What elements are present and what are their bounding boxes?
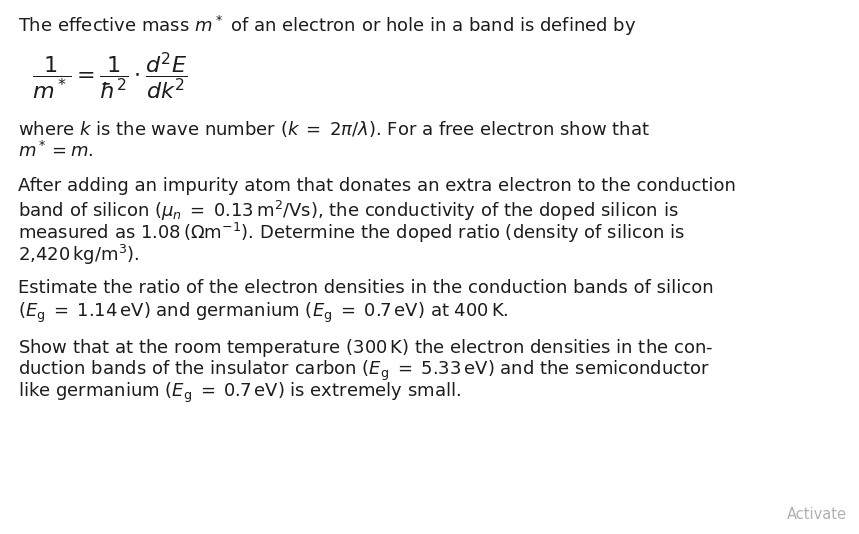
- Text: like germanium ($E_\mathrm{g}\;=\;0.7\,\mathrm{eV}$) is extremely small.: like germanium ($E_\mathrm{g}\;=\;0.7\,\…: [18, 381, 460, 405]
- Text: Show that at the room temperature ($300\,\mathrm{K}$) the electron densities in : Show that at the room temperature ($300\…: [18, 337, 713, 359]
- Text: The effective mass $m^*$ of an electron or hole in a band is defined by: The effective mass $m^*$ of an electron …: [18, 14, 637, 38]
- Text: band of silicon ($\mu_n\;=\;0.13\,\mathrm{m^2/Vs}$), the conductivity of the dop: band of silicon ($\mu_n\;=\;0.13\,\mathr…: [18, 199, 679, 223]
- Text: $2{,}420\,\mathrm{kg/m^3}$).: $2{,}420\,\mathrm{kg/m^3}$).: [18, 243, 139, 267]
- Text: measured as $1.08\,(\Omega\mathrm{m}^{-1})$. Determine the doped ratio (density : measured as $1.08\,(\Omega\mathrm{m}^{-1…: [18, 221, 685, 245]
- Text: where $k$ is the wave number ($k\;=\;2\pi/\lambda$). For a free electron show th: where $k$ is the wave number ($k\;=\;2\p…: [18, 119, 649, 139]
- Text: ($E_\mathrm{g}\;=\;1.14\,\mathrm{eV}$) and germanium ($E_\mathrm{g}\;=\;0.7\,\ma: ($E_\mathrm{g}\;=\;1.14\,\mathrm{eV}$) a…: [18, 301, 509, 325]
- Text: $\dfrac{1}{m^*} = \dfrac{1}{\hbar^2} \cdot \dfrac{d^2E}{dk^2}$: $\dfrac{1}{m^*} = \dfrac{1}{\hbar^2} \cd…: [32, 50, 187, 102]
- Text: $m^* = m.$: $m^* = m.$: [18, 141, 94, 161]
- Text: duction bands of the insulator carbon ($E_\mathrm{g}\;=\;5.33\,\mathrm{eV}$) and: duction bands of the insulator carbon ($…: [18, 359, 710, 383]
- Text: Estimate the ratio of the electron densities in the conduction bands of silicon: Estimate the ratio of the electron densi…: [18, 279, 714, 297]
- Text: After adding an impurity atom that donates an extra electron to the conduction: After adding an impurity atom that donat…: [18, 177, 736, 195]
- Text: Activate: Activate: [787, 507, 847, 522]
